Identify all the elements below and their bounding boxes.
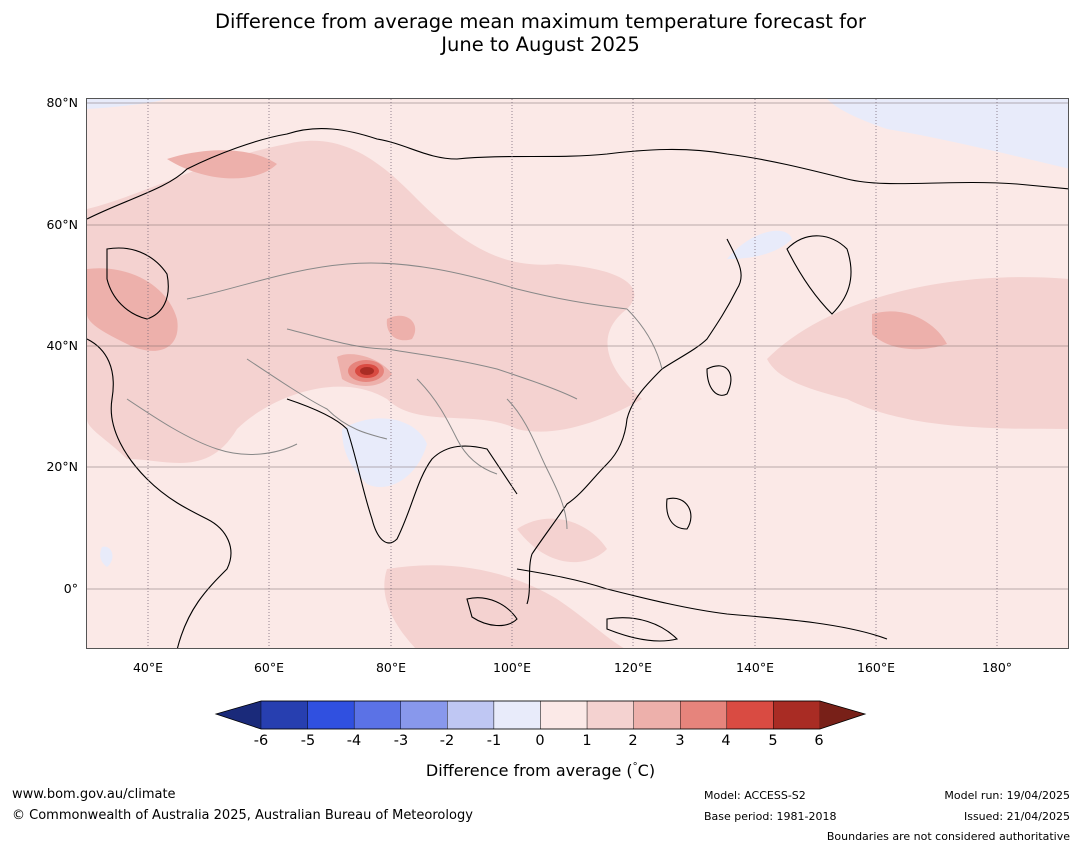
graticule (87, 102, 1068, 590)
colorbar-cell (726, 700, 774, 730)
anomaly-map (87, 99, 1068, 648)
anomaly-band-5-6-kashmir (360, 367, 374, 375)
lat-label-80n: 80°N (46, 95, 78, 110)
anomaly-band-2-3-caspian (87, 268, 178, 351)
colorbar-cell (540, 700, 588, 730)
national-boundaries (126, 262, 663, 530)
colorbar-extend-low (216, 701, 261, 729)
colorbar-tick: -2 (439, 733, 455, 749)
colorbar-cell (307, 700, 355, 730)
model-name: Model: ACCESS-S2 (704, 789, 806, 802)
lon-label-40e: 40°E (132, 660, 164, 675)
boundaries-disclaimer: Boundaries are not considered authoritat… (826, 830, 1070, 843)
colorbar-cell (353, 700, 401, 730)
copyright-notice: © Commonwealth of Australia 2025, Austra… (12, 808, 473, 823)
lon-label-180: 180° (981, 660, 1013, 675)
lat-label-40n: 40°N (46, 338, 78, 353)
colorbar-tick: -1 (486, 733, 502, 749)
anomaly-band-1-2-north-pacific (767, 277, 1068, 429)
meridians (147, 99, 998, 648)
colorbar-tick: 5 (768, 733, 778, 749)
anomaly-band-2-3-north-pacific (872, 311, 947, 350)
colorbar-tick: 6 (814, 733, 824, 749)
colorbar-outline (214, 700, 867, 730)
colorbar-cell (586, 700, 634, 730)
anomaly-band-cool-okhotsk (727, 230, 792, 259)
colorbar-tick: -3 (393, 733, 409, 749)
map-title: Difference from average mean maximum tem… (0, 10, 1081, 56)
colorbar-tick: 3 (675, 733, 685, 749)
colorbar-tick: -5 (300, 733, 316, 749)
colorbar-tick: 2 (628, 733, 638, 749)
anomaly-band-cool-east-africa (100, 546, 113, 567)
colorbar-label: Difference from average (°C) (0, 761, 1081, 780)
colorbar-label-unit: C) (637, 761, 656, 780)
base-period: Base period: 1981-2018 (704, 810, 837, 823)
colorbar-label-degree: ° (632, 761, 638, 773)
colorbar-tick: -6 (253, 733, 269, 749)
map-title-line2: June to August 2025 (441, 33, 640, 56)
anomaly-band-2-3-barents (167, 150, 277, 179)
colorbar-tick: 1 (582, 733, 592, 749)
lon-label-160e: 160°E (856, 660, 896, 675)
anomaly-band-1-2-maritime (384, 565, 624, 648)
colorbar-cell (493, 700, 541, 730)
issued-date: Issued: 21/04/2025 (963, 810, 1070, 823)
lon-label-120e: 120°E (613, 660, 653, 675)
colorbar-cell (680, 700, 728, 730)
colorbar-cell (447, 700, 495, 730)
lon-label-100e: 100°E (492, 660, 532, 675)
colorbar (214, 700, 867, 730)
lon-label-80e: 80°E (375, 660, 407, 675)
colorbar-tick: 4 (721, 733, 731, 749)
map-panel (86, 98, 1069, 649)
website-link[interactable]: www.bom.gov.au/climate (12, 787, 176, 802)
colorbar-tick: 0 (535, 733, 545, 749)
lat-label-0: 0° (63, 581, 78, 596)
coastlines (87, 128, 1068, 648)
colorbar-label-text: Difference from average ( (425, 761, 633, 780)
colorbar-cell (773, 700, 821, 730)
anomaly-band-cool-india (342, 418, 427, 488)
anomaly-band-1-2-indochina (517, 518, 607, 563)
lat-label-60n: 60°N (46, 217, 78, 232)
lat-label-20n: 20°N (46, 459, 78, 474)
anomaly-band-cool-arctic-west (87, 99, 167, 109)
colorbar-cell (400, 700, 448, 730)
anomaly-band-2-3-tibet-west (386, 315, 416, 341)
colorbar-cell (633, 700, 681, 730)
model-run-date: Model run: 19/04/2025 (944, 789, 1070, 802)
lon-label-140e: 140°E (735, 660, 775, 675)
anomaly-band-1-2-central-asia (87, 140, 642, 463)
lon-label-60e: 60°E (253, 660, 285, 675)
colorbar-tick: -4 (346, 733, 362, 749)
colorbar-cell (260, 700, 308, 730)
map-title-line1: Difference from average mean maximum tem… (215, 10, 866, 33)
colorbar-extend-high (820, 701, 865, 729)
anomaly-band-cool-arctic (827, 99, 1068, 169)
